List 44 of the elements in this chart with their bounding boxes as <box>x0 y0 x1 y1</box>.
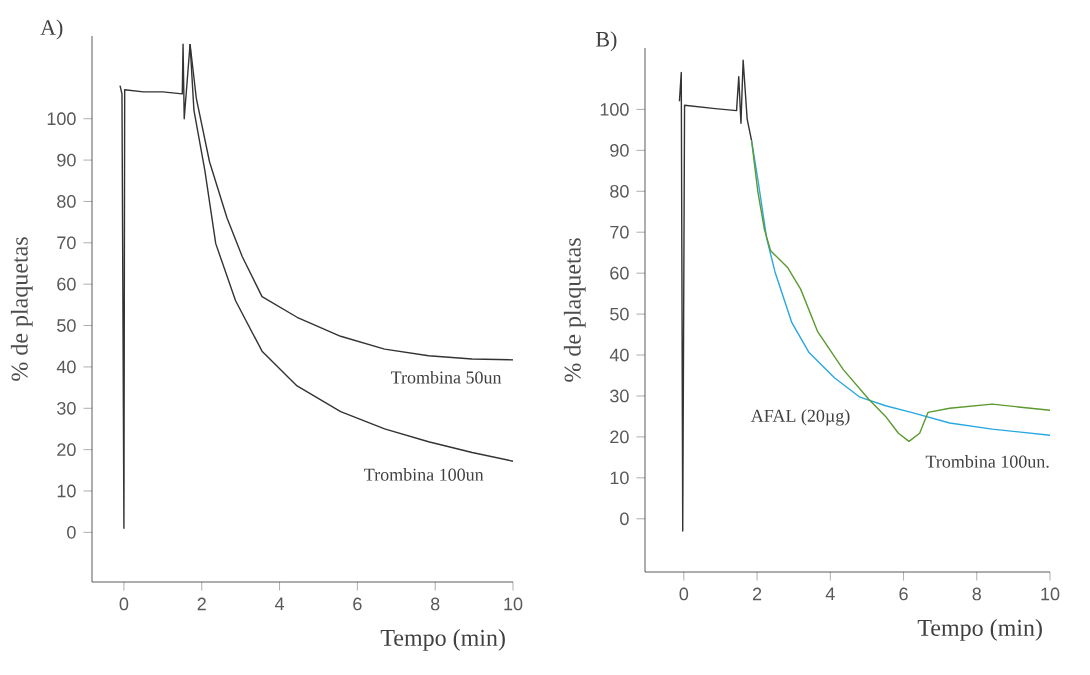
x-tick-label: 6 <box>899 587 908 601</box>
y-tick-label: 90 <box>610 143 629 157</box>
y-tick-label: 30 <box>57 401 76 415</box>
y-tick-label: 70 <box>610 225 629 239</box>
annotation: Trombina 50un <box>390 370 502 384</box>
x-tick-label: 0 <box>119 597 129 611</box>
y-tick-label: 80 <box>57 195 76 208</box>
y-tick-label: 100 <box>600 103 629 116</box>
y-axis-title: % de plaquetas <box>563 238 586 382</box>
x-tick-label: 8 <box>972 587 981 601</box>
y-tick-label: 60 <box>610 266 629 280</box>
x-axis-title: Tempo (min) <box>917 619 1042 641</box>
annotation: Trombina 100un. <box>925 455 1049 468</box>
y-tick-label: 40 <box>609 348 629 362</box>
x-tick-label: 6 <box>353 597 362 611</box>
y-tick-label: 10 <box>57 484 76 498</box>
y-tick-label: 0 <box>620 512 629 526</box>
x-tick-label: 4 <box>274 597 285 610</box>
chart-title: B) <box>596 31 617 52</box>
annotation: Trombina 100un <box>364 468 484 481</box>
y-tick-label: 80 <box>610 184 629 198</box>
y-tick-label: 20 <box>610 430 629 444</box>
x-tick-label: 8 <box>430 597 440 611</box>
x-tick-label: 10 <box>504 597 523 611</box>
y-tick-label: 50 <box>610 307 629 321</box>
x-axis-title: Tempo (min) <box>380 629 505 651</box>
y-tick-label: 10 <box>610 471 629 485</box>
y-tick-label: 70 <box>57 236 76 250</box>
chart-title: A) <box>40 19 63 40</box>
x-tick-label: 2 <box>752 587 762 601</box>
x-tick-label: 4 <box>825 587 835 600</box>
y-tick-label: 50 <box>57 319 76 332</box>
annotation: AFAL (20µg) <box>750 409 850 426</box>
y-tick-label: 30 <box>610 389 629 403</box>
y-tick-label: 40 <box>56 360 76 374</box>
x-tick-label: 2 <box>197 597 206 611</box>
y-tick-label: 90 <box>57 153 76 167</box>
x-tick-label: 0 <box>679 587 689 601</box>
y-tick-label: 100 <box>47 112 76 126</box>
x-tick-label: 10 <box>1041 587 1060 601</box>
y-axis-title: % de plaquetas <box>10 237 33 381</box>
y-tick-label: 20 <box>57 443 76 457</box>
y-tick-label: 0 <box>67 525 76 539</box>
y-tick-label: 60 <box>57 277 76 291</box>
